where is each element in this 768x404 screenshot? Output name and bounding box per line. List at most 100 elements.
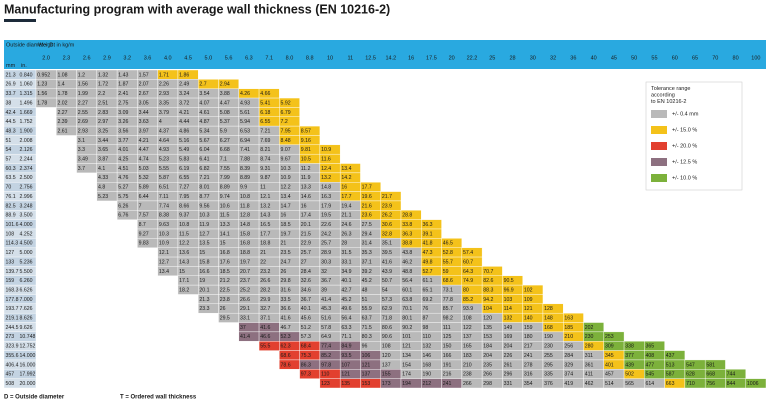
weight-value: 31.4 xyxy=(362,241,372,247)
weight-value: 26.2 xyxy=(382,213,392,219)
weight-value: 7.1 xyxy=(220,157,227,163)
weight-value: 190 xyxy=(544,334,553,340)
weight-value: 261 xyxy=(504,362,513,368)
weight-value: 4.87 xyxy=(199,119,209,125)
weight-value: 180 xyxy=(524,334,533,340)
weight-value: 13.3 xyxy=(220,222,230,228)
thickness-label: 40 xyxy=(591,55,597,61)
weight-value: 8.77 xyxy=(199,194,209,200)
weight-value: 8.01 xyxy=(199,185,209,191)
weight-value: 85.2 xyxy=(463,297,473,303)
weight-value: 29.8 xyxy=(281,278,291,284)
weight-value: 4.47 xyxy=(139,147,149,153)
thickness-label: 80 xyxy=(733,55,739,61)
od-value: 21.3 xyxy=(6,72,16,78)
weight-value: 513 xyxy=(666,362,675,368)
weight-value: 56.4 xyxy=(341,316,351,322)
weight-value: 6.44 xyxy=(139,194,149,200)
weight-value: 3.79 xyxy=(159,110,169,116)
weight-value: 43.9 xyxy=(382,269,392,275)
weight-value: 18.8 xyxy=(240,250,250,256)
weight-value: 68.4 xyxy=(301,344,311,350)
weight-value: 3.44 xyxy=(139,110,149,116)
weight-value: 78.6 xyxy=(281,362,291,368)
weight-value: 47.3 xyxy=(422,250,432,256)
weight-value: 7.2 xyxy=(281,119,288,125)
weight-value: 33.5 xyxy=(281,297,291,303)
weight-value: 23.5 xyxy=(281,250,291,256)
weight-value: 154 xyxy=(402,362,411,368)
weight-value: 46.5 xyxy=(443,241,453,247)
weight-value: 2.55 xyxy=(78,110,88,116)
weight-value: 3.25 xyxy=(98,128,108,134)
weight-value: 51.2 xyxy=(301,325,311,331)
weight-value: 3.77 xyxy=(118,138,128,144)
legend-label: +/- 12.5 % xyxy=(672,159,697,165)
weight-value: 25.2 xyxy=(240,287,250,293)
weight-value: 7.21 xyxy=(199,175,209,181)
weight-value: 40.1 xyxy=(341,278,351,284)
weight-value: 4.76 xyxy=(118,175,128,181)
weight-value: 419 xyxy=(564,381,573,387)
inch-value: 0.840 xyxy=(20,72,33,78)
weight-value: 149 xyxy=(504,325,513,331)
weight-value: 132 xyxy=(422,344,431,350)
weight-value: 17.6 xyxy=(220,259,230,265)
inch-value: 6.260 xyxy=(20,278,33,284)
thickness-label: 32 xyxy=(550,55,556,61)
weight-value: 27 xyxy=(301,259,307,265)
weight-value: 74.9 xyxy=(463,278,473,284)
inch-value: 14.000 xyxy=(20,353,36,359)
weight-value: 6.41 xyxy=(199,157,209,163)
weight-value: 1.56 xyxy=(37,91,47,97)
weight-value: 19.6 xyxy=(362,194,372,200)
weight-value: 80 xyxy=(463,287,469,293)
weight-value: 844 xyxy=(727,381,736,387)
weight-value: 16.8 xyxy=(220,250,230,256)
weight-value: 140 xyxy=(524,316,533,322)
inch-value: 5.500 xyxy=(20,269,33,275)
weight-value: 84.9 xyxy=(341,344,351,350)
thickness-label: 55 xyxy=(651,55,657,61)
weight-value: 338 xyxy=(625,344,634,350)
weight-value: 32 xyxy=(321,269,327,275)
od-value: 51 xyxy=(6,138,12,144)
weight-value: 150 xyxy=(443,344,452,350)
weight-value: 280 xyxy=(585,344,594,350)
weight-value: 4.37 xyxy=(159,128,169,134)
weight-value: 33.1 xyxy=(240,316,250,322)
weight-value: 159 xyxy=(524,325,533,331)
weight-value: 311 xyxy=(585,353,593,359)
weight-value: 462 xyxy=(585,381,594,387)
inch-value: 1.752 xyxy=(20,119,33,125)
inch-value: 2.244 xyxy=(20,157,33,163)
weight-value: 4.61 xyxy=(199,110,209,116)
weight-value: 96 xyxy=(362,344,368,350)
inch-value: 2.996 xyxy=(20,194,33,200)
weight-value: 545 xyxy=(646,372,655,378)
od-value: 54 xyxy=(6,147,12,153)
weight-value: 9.9 xyxy=(240,185,247,191)
weight-header: Weight in kg/m xyxy=(38,42,75,48)
weight-value: 166 xyxy=(443,353,452,359)
thickness-label: 10 xyxy=(327,55,333,61)
inch-value: 1.060 xyxy=(20,82,33,88)
weight-value: 581 xyxy=(706,362,715,368)
od-value: 48.3 xyxy=(6,128,16,134)
weight-value: 663 xyxy=(666,381,675,387)
weight-value: 14.1 xyxy=(220,231,230,237)
weight-value: 46.6 xyxy=(260,334,270,340)
thickness-label: 8.0 xyxy=(286,55,294,61)
weight-value: 90.6 xyxy=(382,334,392,340)
weight-value: 10.3 xyxy=(281,166,291,172)
weight-value: 3.88 xyxy=(220,91,230,97)
weight-value: 284 xyxy=(564,353,573,359)
weight-value: 4.93 xyxy=(240,100,250,106)
inch-value: 2.126 xyxy=(20,147,33,153)
weight-value: 88.3 xyxy=(483,287,493,293)
weight-value: 7.11 xyxy=(159,194,169,200)
weight-value: 7.74 xyxy=(159,203,169,209)
weight-value: 8.57 xyxy=(301,128,311,134)
weight-value: 5.49 xyxy=(179,147,189,153)
weight-value: 169 xyxy=(504,334,513,340)
